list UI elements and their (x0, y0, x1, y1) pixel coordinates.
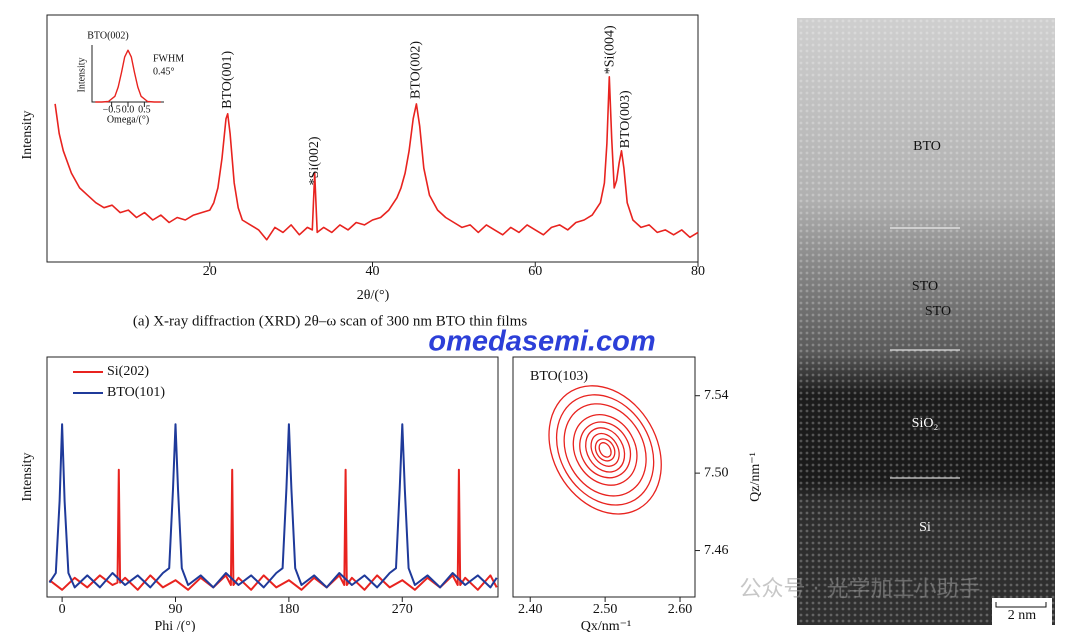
y-tick-label: 7.54 (704, 388, 729, 403)
data-line (54, 76, 699, 241)
data-line (95, 49, 161, 103)
contour-level (594, 438, 616, 462)
legend-label: BTO(101) (107, 385, 165, 400)
layer-label: SiO₂ (912, 416, 939, 431)
note: 0.45° (153, 66, 175, 77)
scale-bar-box (992, 598, 1052, 625)
peak-label: BTO(001) (220, 50, 235, 108)
watermark-cn: 公众号 · 光学加工小助手 (740, 577, 981, 602)
x-tick-label: 20 (203, 264, 217, 279)
x-axis-label: Qx/nm⁻¹ (581, 619, 631, 632)
x-tick-label: 0.0 (122, 104, 135, 115)
y-axis-label: Intensity (20, 453, 35, 502)
y-axis-label: Intensity (20, 111, 35, 160)
x-tick-label: −0.5 (103, 104, 121, 115)
contour-level (555, 394, 655, 506)
peak-label: BTO(002) (409, 41, 424, 99)
data-line (48, 468, 498, 591)
panel-title: BTO(002) (87, 30, 128, 41)
x-tick-label: 80 (691, 264, 705, 279)
x-axis-label: 2θ/(°) (357, 288, 390, 303)
x-tick-label: 0 (59, 602, 66, 617)
legend-label: Si(202) (107, 364, 149, 379)
x-tick-label: 270 (392, 602, 413, 617)
x-tick-label: 180 (278, 602, 299, 617)
axis-lines (91, 45, 164, 103)
contour-level (572, 414, 638, 486)
scale-bar-label: 2 nm (1008, 608, 1037, 623)
layer-label: Si (919, 520, 931, 535)
panel: 2.40 2.50 2.60 7.46 7.50 7.54 Qx/nm⁻¹ Qz/nm⁻¹ BT… (512, 356, 763, 632)
y-tick-label: 7.46 (704, 543, 729, 558)
scale-bar (995, 602, 1047, 608)
y-axis-label: Intensity (76, 58, 87, 93)
peak-label: *Si(004) (602, 25, 617, 74)
layer-label: STO (925, 304, 951, 319)
x-tick-label: 2.50 (593, 602, 618, 617)
panel: 0 90 180 270 Phi /(°) Intensity Si(202) BTO(101… (20, 356, 499, 632)
note: FWHM (153, 53, 184, 64)
peak-label: BTO(003) (618, 90, 633, 148)
contour-level (579, 421, 632, 479)
tem-lattice (797, 18, 1055, 625)
x-tick-label: 90 (168, 602, 182, 617)
plot-frame (512, 356, 696, 598)
panel: 20 40 60 80 2θ/(°) Intensity (a) X-ray diffrac… (20, 14, 705, 329)
x-tick-label: 0.5 (138, 104, 151, 115)
x-tick-label: 40 (366, 264, 380, 279)
peak-label: *Si(002) (307, 136, 322, 185)
contour-level (590, 432, 620, 467)
plot-frame (46, 14, 699, 263)
tem-image: BTO STO STO SiO₂ Si 2 nm (797, 18, 1055, 625)
watermark: omedasemi.com (428, 326, 655, 358)
y-tick-label: 7.50 (704, 465, 729, 480)
plot-frame (46, 356, 499, 598)
contour-level (563, 403, 647, 497)
x-tick-label: 60 (528, 264, 542, 279)
x-tick-label: 2.60 (668, 602, 693, 617)
layer-label: BTO (913, 139, 941, 154)
contour-level (548, 385, 662, 515)
x-axis-label: Omega/(°) (107, 114, 149, 125)
caption: (a) X-ray diffraction (XRD) 2θ–ω scan of… (133, 313, 528, 329)
panel-title: BTO(103) (530, 369, 588, 384)
y-axis-label: Qz/nm⁻¹ (748, 452, 763, 502)
layer-label: STO (912, 279, 938, 294)
contour-level (598, 442, 612, 458)
x-tick-label: 2.40 (518, 602, 543, 617)
data-line (48, 423, 498, 589)
x-axis-label: Phi /(°) (155, 619, 196, 632)
contour-level (585, 427, 626, 473)
